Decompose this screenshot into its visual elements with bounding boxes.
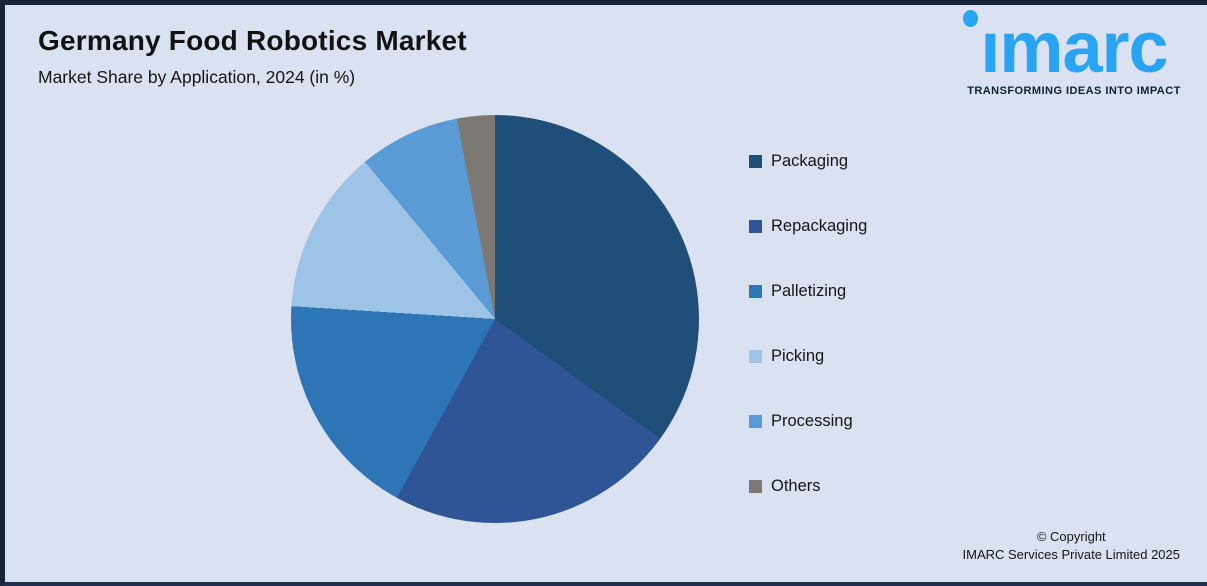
legend-swatch xyxy=(749,350,762,363)
legend-item: Processing xyxy=(749,409,867,434)
legend-item: Others xyxy=(749,474,867,499)
legend-label: Others xyxy=(771,477,821,495)
legend: Packaging Repackaging Palletizing Pickin… xyxy=(749,149,867,499)
chart-title: Germany Food Robotics Market xyxy=(38,25,467,56)
legend-swatch xyxy=(749,285,762,298)
pie-chart xyxy=(291,115,699,523)
legend-item: Repackaging xyxy=(749,214,867,239)
legend-item: Picking xyxy=(749,344,867,369)
legend-label: Palletizing xyxy=(771,282,847,300)
logo-brand-text: ımarc xyxy=(980,8,1168,88)
header: Germany Food Robotics Market Market Shar… xyxy=(38,25,467,88)
legend-label: Picking xyxy=(771,347,825,365)
legend-swatch xyxy=(749,480,762,493)
legend-label: Packaging xyxy=(771,152,849,170)
chart-subtitle: Market Share by Application, 2024 (in %) xyxy=(38,67,356,87)
legend-swatch xyxy=(749,155,762,168)
legend-swatch xyxy=(749,220,762,233)
legend-item: Palletizing xyxy=(749,279,867,304)
legend-label: Repackaging xyxy=(771,217,868,235)
logo-i-dot-icon xyxy=(963,10,978,27)
copyright: © Copyright IMARC Services Private Limit… xyxy=(963,528,1180,564)
logo-tagline: TRANSFORMING IDEAS INTO IMPACT xyxy=(967,85,1181,98)
copyright-line1: © Copyright xyxy=(1036,529,1106,544)
legend-label: Processing xyxy=(771,412,853,430)
imarc-logo: ımarc TRANSFORMING IDEAS INTO IMPACT xyxy=(957,8,1191,98)
legend-swatch xyxy=(749,415,762,428)
legend-item: Packaging xyxy=(749,149,867,174)
copyright-line2: IMARC Services Private Limited 2025 xyxy=(962,547,1180,562)
